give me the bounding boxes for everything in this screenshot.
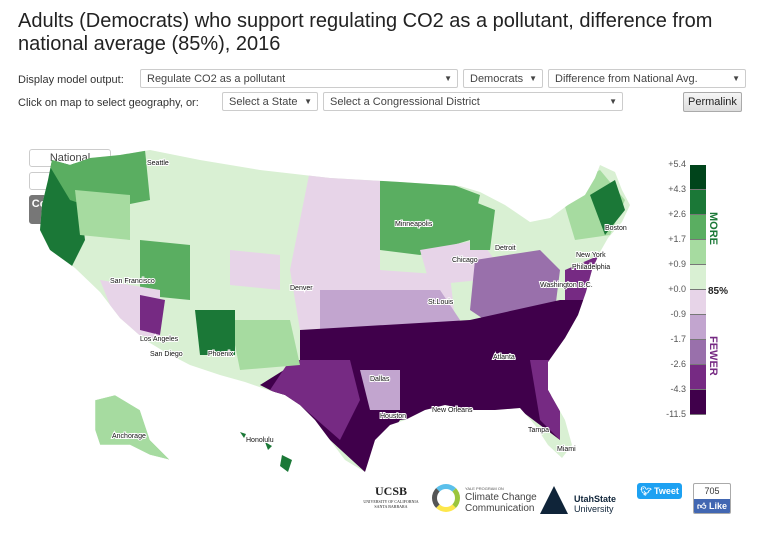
city-label: Denver	[290, 285, 313, 292]
ucsb-text: UCSB	[374, 484, 407, 498]
chevron-down-icon: ▼	[304, 97, 312, 106]
ucsb-subtext: UNIVERSITY OF CALIFORNIA SANTA BARBARA	[363, 499, 419, 509]
city-label: Detroit	[495, 245, 516, 252]
national-button[interactable]: National	[29, 149, 111, 167]
like-count: 705	[704, 486, 720, 496]
yale-ring-icon	[432, 484, 460, 512]
city-label: San Diego	[150, 351, 183, 358]
like-box[interactable]: 705 👍︎ Like	[693, 483, 731, 514]
city-label: Chicago	[452, 257, 478, 264]
tweet-button[interactable]: 🐦︎ Tweet	[637, 483, 682, 499]
mode-value: Difference from National Avg.	[555, 73, 698, 85]
district-value: Select a Congressional District	[330, 96, 480, 108]
legend-tick-label: +4.3	[668, 184, 686, 194]
variable-value: Regulate CO2 as a pollutant	[147, 73, 286, 85]
legend-swatch	[690, 315, 706, 340]
usu-text-2: University	[574, 504, 614, 514]
city-label: New Orleans	[432, 407, 473, 414]
thumbs-up-icon: 👍︎	[697, 501, 707, 511]
legend-swatch	[690, 340, 706, 365]
legend-more-label: MORE	[707, 212, 719, 245]
legend-fewer-label: FEWER	[707, 336, 719, 376]
hawaii[interactable]	[240, 432, 292, 472]
chevron-down-icon: ▼	[444, 74, 452, 83]
map-regions[interactable]	[30, 140, 640, 480]
mode-select[interactable]: Difference from National Avg. ▼	[548, 69, 746, 88]
city-label: Los Angeles	[140, 336, 179, 343]
chevron-down-icon: ▼	[732, 74, 740, 83]
display-label: Display model output:	[18, 74, 124, 86]
legend-tick-label: +5.4	[668, 159, 686, 169]
legend-swatch	[690, 365, 706, 390]
legend-tick-label: +0.9	[668, 259, 686, 269]
city-label: Boston	[605, 225, 627, 232]
city-label: Anchorage	[112, 433, 146, 440]
legend-tick-label: -11.5	[666, 409, 686, 419]
usu-text-1: UtahState	[574, 494, 617, 504]
yale-text-2: Communication	[465, 503, 535, 514]
legend-tick-label: -0.9	[670, 309, 686, 319]
group-value: Democrats	[470, 73, 524, 85]
geo-label: Click on map to select geography, or:	[18, 97, 199, 109]
chevron-down-icon: ▼	[529, 74, 537, 83]
legend-tick-label: +2.6	[668, 209, 686, 219]
city-labels: Seattle San Francisco Los Angeles San Di…	[109, 159, 628, 454]
tweet-label: Tweet	[654, 486, 679, 496]
states-button[interactable]: States	[29, 172, 111, 190]
city-label: Atlanta	[493, 354, 515, 361]
city-label: Tampa	[528, 427, 549, 434]
legend-tick-label: +1.7	[668, 234, 686, 244]
city-label: Dallas	[370, 376, 390, 383]
ucsb-logo: UCSB UNIVERSITY OF CALIFORNIA SANTA BARB…	[358, 484, 424, 509]
congressional-districts-button[interactable]: Congressional Districts	[29, 195, 111, 224]
legend-swatch	[690, 190, 706, 215]
page-title: Adults (Democrats) who support regulatin…	[18, 10, 713, 55]
city-label: Houston	[380, 413, 406, 420]
city-label: Philadelphia	[572, 264, 610, 271]
yale-text-1: Climate Change	[465, 492, 537, 503]
permalink-button[interactable]: Permalink	[683, 92, 742, 112]
color-legend	[690, 165, 706, 415]
like-button[interactable]: 👍︎ Like	[694, 499, 730, 513]
legend-swatch	[690, 390, 706, 415]
state-select[interactable]: Select a State ▼	[222, 92, 318, 111]
district-select[interactable]: Select a Congressional District ▼	[323, 92, 623, 111]
legend-swatch	[690, 265, 706, 290]
legend-swatch	[690, 240, 706, 265]
twitter-bird-icon: 🐦︎	[640, 486, 652, 496]
city-label: New York	[576, 252, 606, 259]
legend-tick-label: -2.6	[670, 359, 686, 369]
legend-tick-label: -4.3	[670, 384, 686, 394]
like-label: Like	[708, 501, 727, 511]
variable-select[interactable]: Regulate CO2 as a pollutant ▼	[140, 69, 458, 88]
city-label: Miami	[557, 446, 576, 453]
city-label: Washington D.C.	[540, 282, 593, 289]
legend-swatch	[690, 165, 706, 190]
legend-swatch	[690, 215, 706, 240]
legend-tick-label: +0.0	[668, 284, 686, 294]
city-label: Seattle	[147, 160, 169, 167]
group-select[interactable]: Democrats ▼	[463, 69, 543, 88]
legend-national-average: 85%	[708, 286, 729, 297]
legend-tick-label: -1.7	[670, 334, 686, 344]
city-label: San Francisco	[110, 278, 155, 285]
city-label: St.Louis	[428, 299, 454, 306]
city-label: Phoenix	[208, 351, 234, 358]
alaska[interactable]	[94, 394, 171, 461]
city-label: Minneapolis	[395, 221, 433, 228]
yale-small-text: YALE PROGRAM ON	[465, 486, 504, 491]
legend-swatch	[690, 290, 706, 315]
chevron-down-icon: ▼	[609, 97, 617, 106]
city-label: Honolulu	[246, 437, 274, 444]
state-value: Select a State	[229, 96, 298, 108]
usu-building-icon	[540, 486, 568, 514]
